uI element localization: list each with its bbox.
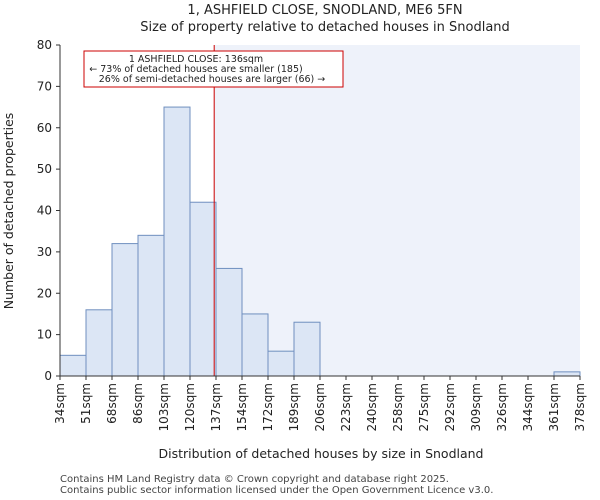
y-tick-label: 60	[37, 121, 52, 135]
x-tick-label: 361sqm	[547, 383, 561, 431]
chart-title: 1, ASHFIELD CLOSE, SNODLAND, ME6 5FN	[187, 3, 462, 18]
chart-subtitle: Size of property relative to detached ho…	[140, 20, 510, 35]
x-tick-label: 172sqm	[261, 383, 275, 431]
annotation-line-1: 1 ASHFIELD CLOSE: 136sqm	[129, 54, 263, 65]
x-tick-label: 154sqm	[235, 383, 249, 431]
x-tick-label: 240sqm	[365, 383, 379, 431]
x-tick-label: 86sqm	[131, 383, 145, 424]
x-tick-label: 258sqm	[391, 383, 405, 431]
y-tick-label: 40	[37, 204, 52, 218]
bar-120sqm	[189, 201, 217, 377]
annotation-line-3: 26% of semi-detached houses are larger (…	[99, 74, 326, 85]
bar-189sqm	[293, 321, 321, 377]
footer-line-1: Contains HM Land Registry data © Crown c…	[60, 474, 449, 485]
x-tick-label: 103sqm	[157, 383, 171, 431]
bar-103sqm	[163, 106, 191, 377]
y-tick-label: 0	[44, 369, 52, 383]
x-tick-label: 292sqm	[443, 383, 457, 431]
x-tick-label: 68sqm	[105, 383, 119, 424]
annotation-line-2: ← 73% of detached houses are smaller (18…	[89, 64, 302, 75]
bar-154sqm	[241, 313, 269, 377]
x-tick-label: 326sqm	[495, 383, 509, 431]
x-axis-label: Distribution of detached houses by size …	[159, 446, 484, 461]
bar-172sqm	[267, 350, 295, 377]
bar-34sqm	[59, 354, 87, 377]
x-tick-label: 137sqm	[209, 383, 223, 431]
bar-361sqm	[553, 371, 581, 377]
x-tick-label: 275sqm	[417, 383, 431, 431]
bar-51sqm	[85, 309, 113, 377]
x-ticks-group: 34sqm 51sqm 68sqm 86sqm 103sqm 120sqm 137sqm 15…	[53, 376, 587, 431]
y-tick-label: 10	[37, 328, 52, 342]
x-tick-label: 34sqm	[53, 383, 67, 424]
bars-group	[59, 106, 581, 377]
bar-68sqm	[111, 243, 139, 377]
bar-86sqm	[137, 234, 165, 377]
y-tick-label: 80	[37, 38, 52, 52]
x-tick-label: 344sqm	[521, 383, 535, 431]
bar-137sqm	[215, 267, 243, 377]
y-tick-label: 20	[37, 286, 52, 300]
highlight-region	[214, 45, 581, 376]
x-tick-label: 309sqm	[469, 383, 483, 431]
x-tick-label: 223sqm	[339, 383, 353, 431]
x-tick-label: 189sqm	[287, 383, 301, 431]
y-ticks-group: 0 10 20 30 40 50 60 70 80	[37, 38, 60, 383]
annotation-box	[83, 50, 344, 88]
x-tick-label: 120sqm	[183, 383, 197, 431]
y-axis-label: Number of detached properties	[1, 113, 16, 310]
y-tick-label: 30	[37, 245, 52, 259]
x-tick-label: 378sqm	[573, 383, 587, 431]
x-tick-label: 51sqm	[79, 383, 93, 424]
x-tick-label: 206sqm	[313, 383, 327, 431]
y-tick-label: 50	[37, 162, 52, 176]
y-tick-label: 70	[37, 79, 52, 93]
footer-line-2: Contains public sector information licen…	[60, 485, 494, 496]
